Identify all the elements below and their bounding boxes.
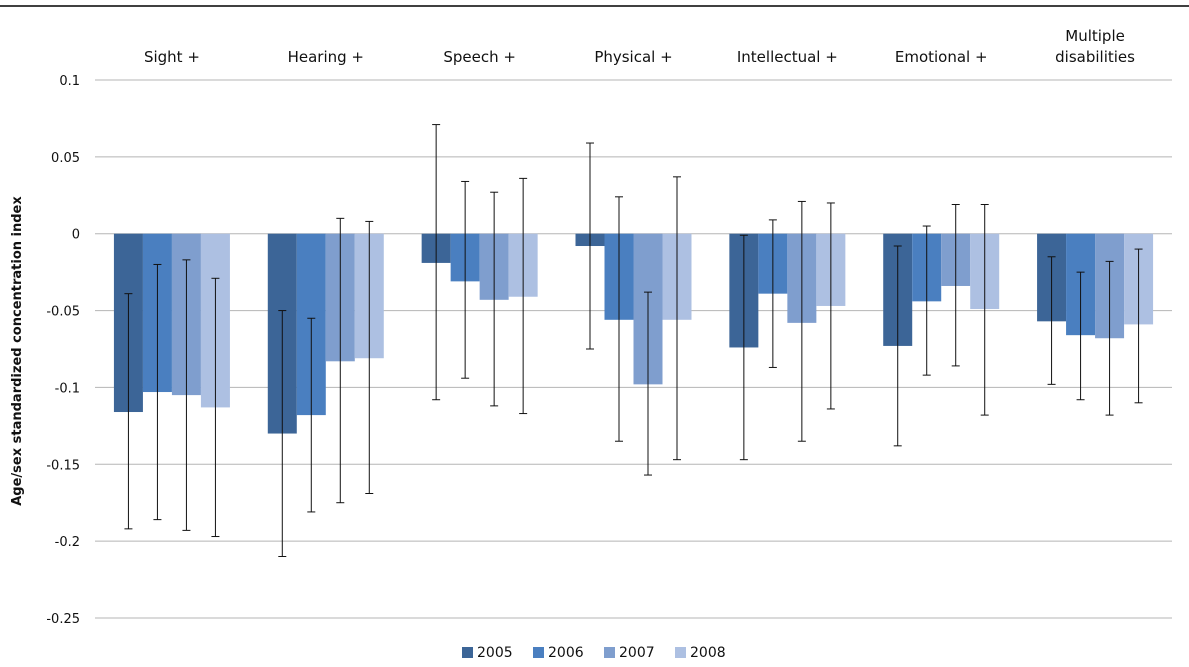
category-label: Multiple: [1065, 27, 1125, 45]
y-axis-title: Age/sex standardized concentration index: [10, 196, 25, 506]
category-label: Intellectual +: [737, 48, 838, 66]
category-label: Emotional +: [895, 48, 988, 66]
legend-label-2006: 2006: [548, 645, 584, 661]
y-tick-label: -0.25: [46, 612, 80, 627]
y-tick-label: 0.05: [51, 151, 80, 166]
y-tick-labels: 0.1 0.05 0 -0.05 -0.1 -0.15 -0.2 -0.25: [46, 74, 80, 627]
category-label: Physical +: [594, 48, 672, 66]
y-tick-label: -0.1: [55, 381, 80, 396]
legend: 2005 2006 2007 2008: [462, 645, 726, 661]
y-tick-label: -0.15: [46, 458, 80, 473]
legend-label-2005: 2005: [477, 645, 513, 661]
category-label: Speech +: [443, 48, 516, 66]
legend-swatch-2006: [533, 647, 544, 658]
category-label: Hearing +: [288, 48, 364, 66]
y-tick-label: -0.05: [46, 305, 80, 320]
y-tick-label: 0: [72, 228, 80, 243]
category-label: Sight +: [144, 48, 200, 66]
error-bars: [124, 124, 1143, 558]
legend-swatch-2007: [604, 647, 615, 658]
bars: [113, 233, 1154, 434]
legend-label-2008: 2008: [690, 645, 726, 661]
y-tick-label: -0.2: [55, 535, 80, 550]
legend-swatch-2008: [675, 647, 686, 658]
category-labels: Sight + Hearing + Speech + Physical + Intell…: [144, 27, 1135, 66]
legend-label-2007: 2007: [619, 645, 655, 661]
category-label: disabilities: [1055, 48, 1135, 66]
y-tick-label: 0.1: [59, 74, 80, 89]
legend-swatch-2005: [462, 647, 473, 658]
